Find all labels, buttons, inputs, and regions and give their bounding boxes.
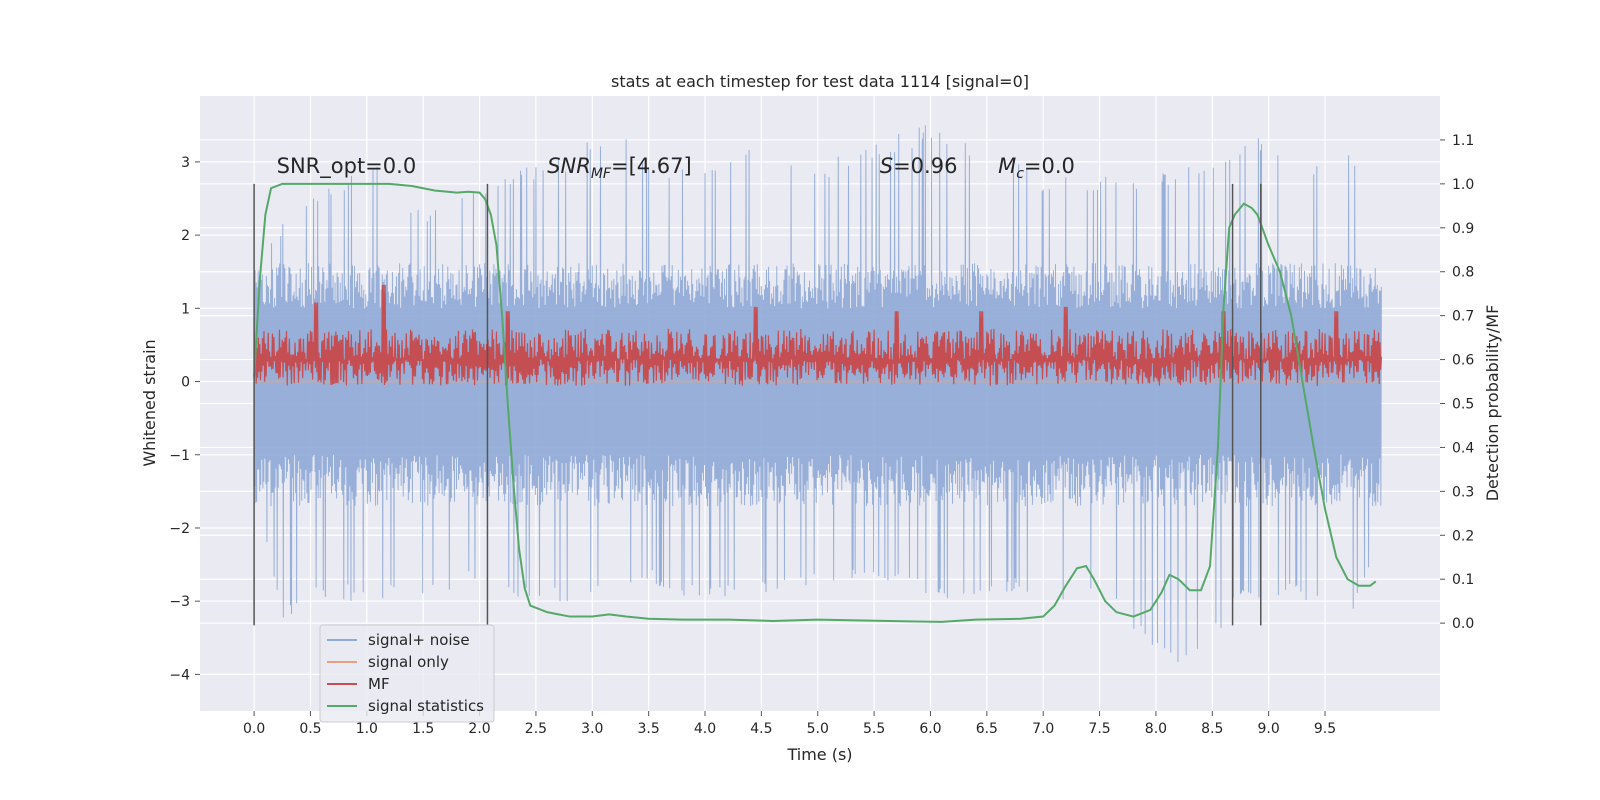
y-tick-label: 2 (181, 228, 190, 244)
x-axis-label: Time (s) (786, 745, 852, 764)
legend-label: MF (368, 675, 390, 693)
legend-label: signal only (368, 653, 449, 671)
x-tick-label: 8.0 (1145, 721, 1167, 737)
series-mf (253, 284, 1382, 386)
annotation-layer: SNR_opt=0.0 SNRMF=[4.67] S=0.96 Mc=0.0 (277, 154, 1075, 182)
y-right-tick-label: 1.0 (1452, 177, 1474, 193)
annotation-text: S=0.96 (880, 154, 958, 178)
legend-label: signal statistics (368, 697, 484, 715)
y-right-tick-label: 0.3 (1452, 484, 1474, 500)
legend-box (319, 624, 495, 723)
y-right-tick-label: 0.1 (1452, 572, 1474, 588)
x-tick-label: 7.5 (1088, 721, 1110, 737)
annotation-text: Mc=0.0 (998, 154, 1075, 182)
y-tick-label: 1 (181, 301, 190, 317)
y-right-tick-label: 0.4 (1452, 440, 1474, 456)
x-tick-label: 3.0 (581, 721, 603, 737)
series-signal-noise (253, 125, 1382, 662)
legend: signal+ noise signal only MF signal statist… (319, 624, 495, 723)
x-tick-label: 2.5 (525, 721, 547, 737)
legend-label: signal+ noise (368, 631, 470, 649)
y-right-tick-label: 0.6 (1452, 353, 1474, 369)
y-tick-label: −4 (169, 667, 190, 683)
x-tick-label: 5.0 (807, 721, 829, 737)
x-tick-label: 2.0 (468, 721, 490, 737)
y-right-tick-label: 0.8 (1452, 265, 1474, 281)
annotation-text: SNRMF=[4.67] (547, 154, 692, 182)
ticks-layer: 0.0 0.5 1.0 1.5 2.0 2.5 3.0 3.5 4.0 4.5 5.0 5.5 6.0 6… (169, 133, 1474, 737)
y-tick-label: −2 (169, 521, 190, 537)
y-right-tick-label: 0.7 (1452, 309, 1474, 325)
x-tick-label: 0.0 (243, 721, 265, 737)
y-tick-label: 3 (181, 155, 190, 171)
x-tick-label: 1.0 (356, 721, 378, 737)
x-tick-label: 6.0 (919, 721, 941, 737)
x-tick-label: 0.5 (299, 721, 321, 737)
y-right-tick-label: 1.1 (1452, 133, 1474, 149)
y-right-tick-label: 0.5 (1452, 397, 1474, 413)
y-right-tick-label: 0.9 (1452, 221, 1474, 237)
x-tick-label: 6.5 (976, 721, 998, 737)
x-tick-label: 4.0 (694, 721, 716, 737)
data-layer (253, 125, 1382, 662)
x-tick-label: 7.0 (1032, 721, 1054, 737)
chart-title: stats at each timestep for test data 111… (611, 72, 1029, 91)
x-tick-label: 3.5 (638, 721, 660, 737)
x-tick-label: 5.5 (863, 721, 885, 737)
x-tick-label: 8.5 (1201, 721, 1223, 737)
x-tick-label: 9.5 (1314, 721, 1336, 737)
y-tick-label: 0 (181, 375, 190, 391)
y-right-tick-label: 0.0 (1452, 616, 1474, 632)
annotation-text: SNR_opt=0.0 (277, 154, 417, 179)
y-axis-right-label: Detection probability/MF (1483, 305, 1502, 502)
y-tick-label: −3 (169, 594, 190, 610)
y-axis-label: Whitened strain (140, 339, 159, 466)
x-tick-label: 4.5 (750, 721, 772, 737)
x-tick-label: 9.0 (1258, 721, 1280, 737)
x-tick-label: 1.5 (412, 721, 434, 737)
y-tick-label: −1 (169, 448, 190, 464)
series-signal-statistics (253, 182, 1377, 623)
y-right-tick-label: 0.2 (1452, 528, 1474, 544)
